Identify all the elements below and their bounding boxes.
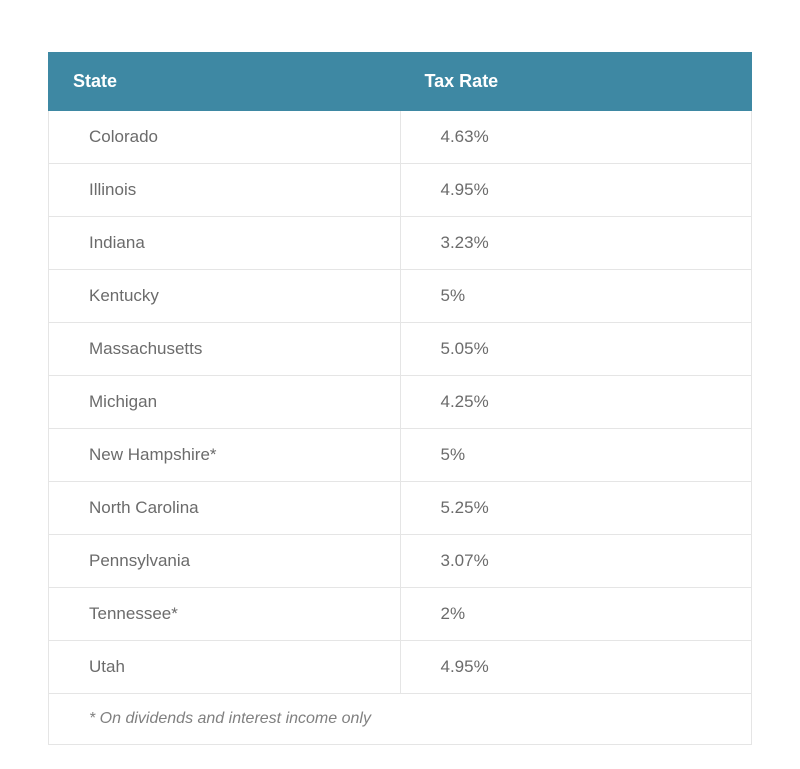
state-cell: Pennsylvania bbox=[49, 535, 401, 588]
state-cell: Colorado bbox=[49, 111, 401, 164]
state-cell: North Carolina bbox=[49, 482, 401, 535]
table-row: Tennessee* 2% bbox=[49, 588, 752, 641]
rate-cell: 2% bbox=[400, 588, 752, 641]
rate-cell: 5% bbox=[400, 270, 752, 323]
table-row: New Hampshire* 5% bbox=[49, 429, 752, 482]
table-row: Illinois 4.95% bbox=[49, 164, 752, 217]
table-row: Michigan 4.25% bbox=[49, 376, 752, 429]
table-row: Utah 4.95% bbox=[49, 641, 752, 694]
state-cell: Tennessee* bbox=[49, 588, 401, 641]
table-header-row: State Tax Rate bbox=[49, 53, 752, 111]
rate-cell: 5.25% bbox=[400, 482, 752, 535]
table-row: Colorado 4.63% bbox=[49, 111, 752, 164]
rate-cell: 4.25% bbox=[400, 376, 752, 429]
column-header-rate: Tax Rate bbox=[400, 53, 752, 111]
state-cell: Michigan bbox=[49, 376, 401, 429]
tax-rate-table: State Tax Rate Colorado 4.63% Illinois 4… bbox=[48, 52, 752, 745]
column-header-state: State bbox=[49, 53, 401, 111]
table-row: Pennsylvania 3.07% bbox=[49, 535, 752, 588]
rate-cell: 4.95% bbox=[400, 641, 752, 694]
rate-cell: 5% bbox=[400, 429, 752, 482]
state-cell: New Hampshire* bbox=[49, 429, 401, 482]
state-cell: Indiana bbox=[49, 217, 401, 270]
table-row: Massachusetts 5.05% bbox=[49, 323, 752, 376]
rate-cell: 5.05% bbox=[400, 323, 752, 376]
rate-cell: 4.95% bbox=[400, 164, 752, 217]
table-footnote-row: * On dividends and interest income only bbox=[49, 694, 752, 745]
rate-cell: 3.23% bbox=[400, 217, 752, 270]
footnote-text: * On dividends and interest income only bbox=[49, 694, 752, 745]
state-cell: Utah bbox=[49, 641, 401, 694]
table-row: Indiana 3.23% bbox=[49, 217, 752, 270]
state-cell: Illinois bbox=[49, 164, 401, 217]
table-row: North Carolina 5.25% bbox=[49, 482, 752, 535]
rate-cell: 3.07% bbox=[400, 535, 752, 588]
state-cell: Kentucky bbox=[49, 270, 401, 323]
state-cell: Massachusetts bbox=[49, 323, 401, 376]
rate-cell: 4.63% bbox=[400, 111, 752, 164]
table-row: Kentucky 5% bbox=[49, 270, 752, 323]
